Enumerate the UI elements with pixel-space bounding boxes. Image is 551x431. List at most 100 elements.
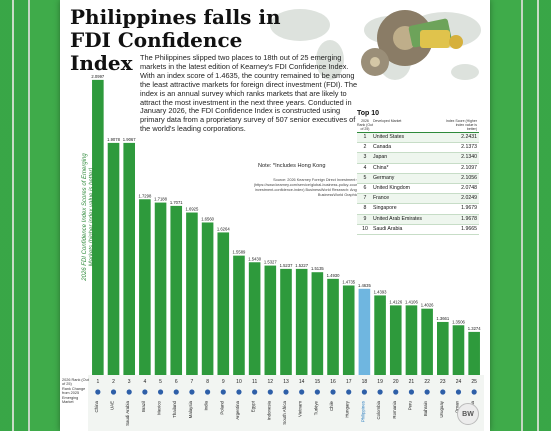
top10-rank: 7 xyxy=(363,195,367,202)
rank-change-icon xyxy=(189,389,195,395)
rank-label: 9 xyxy=(222,379,225,385)
rank-label: 25 xyxy=(471,379,477,385)
rank-change-icon xyxy=(126,389,132,395)
gear-icon xyxy=(361,48,389,76)
category-label: Malaysia xyxy=(188,400,193,418)
top10-rank: 4 xyxy=(363,164,367,171)
top10-rank: 5 xyxy=(363,174,367,181)
bar-value-label: 1.4026 xyxy=(421,303,434,308)
category-label: Brazil xyxy=(141,401,146,412)
top10-rank: 3 xyxy=(363,154,367,161)
category-label: Poland xyxy=(219,400,224,414)
bar-value-label: 1.4635 xyxy=(358,283,371,288)
rank-change-icon xyxy=(205,389,211,395)
rank-label: 6 xyxy=(175,379,178,385)
bar-value-label: 1.4106 xyxy=(405,299,418,304)
category-label: Egypt xyxy=(251,400,256,412)
rank-label: 1 xyxy=(96,379,99,385)
bar-value-label: 1.9078 xyxy=(107,137,120,142)
rank-label: 16 xyxy=(330,379,336,385)
axis-band xyxy=(88,375,484,431)
bar-value-label: 1.4393 xyxy=(374,289,387,294)
rank-label: 23 xyxy=(440,379,446,385)
backdrop-right xyxy=(487,0,551,431)
rank-label: 2 xyxy=(112,379,115,385)
category-label: Mexico xyxy=(157,400,162,414)
category-label: Chile xyxy=(329,400,334,411)
bar-value-label: 1.7071 xyxy=(170,200,183,205)
top10-row: 10 Saudi Arabia 1.9665 xyxy=(357,225,479,235)
top10-row: 8 Singapore 1.9679 xyxy=(357,204,479,215)
bar-colombia xyxy=(374,295,386,375)
bar-value-label: 1.4126 xyxy=(389,299,402,304)
bar-value-label: 1.5135 xyxy=(311,266,324,271)
top10-rank: 9 xyxy=(363,215,367,222)
bar-chile xyxy=(327,278,339,375)
top10-score: 2.1340 xyxy=(461,154,477,161)
top10-score: 1.9665 xyxy=(461,225,477,232)
top10-rows: 1 United States 2.2431 2 Canada 2.1373 3 Japan 2… xyxy=(357,133,479,235)
bar-russia xyxy=(468,331,480,375)
rank-change-icon xyxy=(440,389,446,395)
bar-peru xyxy=(405,305,418,375)
bar-value-label: 1.3661 xyxy=(436,316,449,321)
bar-value-label: 1.6264 xyxy=(217,226,230,231)
bar-south-africa xyxy=(280,268,292,375)
top10-rank: 10 xyxy=(362,225,368,232)
rank-label: 17 xyxy=(346,379,352,385)
category-label: Thailand xyxy=(172,400,177,417)
bar-bahrain xyxy=(421,308,433,375)
category-label: Vietnam xyxy=(298,401,303,417)
top10-score: 2.2431 xyxy=(461,134,477,140)
bar-argentina xyxy=(233,255,245,375)
top10-row: 9 United Arab Emirates 1.9678 xyxy=(357,214,479,225)
bw-logo: BW xyxy=(457,403,479,425)
category-label: Argentina xyxy=(235,400,240,419)
top10-row: 3 Japan 2.1340 xyxy=(357,153,479,164)
top10-market: Singapore xyxy=(373,205,397,212)
bar-value-label: 1.5589 xyxy=(233,250,246,255)
bar-vietnam xyxy=(295,268,308,375)
top10-score: 2.0748 xyxy=(461,184,477,191)
bar-value-label: 1.3274 xyxy=(468,326,481,331)
bar-value-label: 1.3506 xyxy=(452,319,465,324)
rank-label: 11 xyxy=(252,379,257,385)
rank-change-icon xyxy=(346,389,352,395)
rank-change-icon xyxy=(408,389,415,395)
top10-heading: Top 10 xyxy=(357,110,380,117)
top10-market: Germany xyxy=(373,174,395,181)
top10-score: 2.1056 xyxy=(461,174,477,181)
bar-malaysia xyxy=(186,212,198,375)
rank-row-label: 2026 Rank (Out of 25) xyxy=(62,378,89,387)
category-label: Uruguay xyxy=(439,400,444,417)
top10-row: 6 United Kingdom 2.0748 xyxy=(357,184,479,195)
bar-value-label: 2.0997 xyxy=(91,74,104,79)
top10-row: 4 China* 2.1097 xyxy=(357,164,479,174)
category-label: Oman xyxy=(454,400,459,413)
category-label: Philippines xyxy=(360,400,365,422)
top10-rank: 6 xyxy=(363,184,367,191)
rank-label: 7 xyxy=(191,379,194,385)
rank-change-icon xyxy=(110,389,117,395)
top10-rank: 2 xyxy=(363,144,367,151)
rank-label: 5 xyxy=(159,379,162,385)
top10-market: United States xyxy=(373,134,405,140)
rank-label: 24 xyxy=(456,379,462,385)
bar-china xyxy=(92,79,104,375)
rank-change-icon xyxy=(283,389,289,395)
bar-chart: 2.0997 1 China 1.9078 2 UAE 1.9067 3 Saudi Arabi… xyxy=(88,74,484,431)
category-label: Romania xyxy=(392,400,397,418)
category-label: Bahrain xyxy=(423,400,428,416)
rank-label: 4 xyxy=(143,379,146,385)
top10-row: 7 France 2.0249 xyxy=(357,194,479,205)
rank-change-icon xyxy=(220,389,226,395)
col-rank-header: 2026 Rank (Out of 25) xyxy=(357,119,373,131)
top10-score: 2.1373 xyxy=(461,144,477,151)
change-row-label: Rank Change from 2025 xyxy=(62,386,86,396)
rank-change-icon xyxy=(236,389,242,395)
bar-thailand xyxy=(170,205,183,375)
top10-score: 1.9679 xyxy=(461,205,477,212)
rank-change-icon xyxy=(377,389,383,395)
rank-change-icon xyxy=(252,389,258,395)
backdrop-left xyxy=(0,0,64,431)
